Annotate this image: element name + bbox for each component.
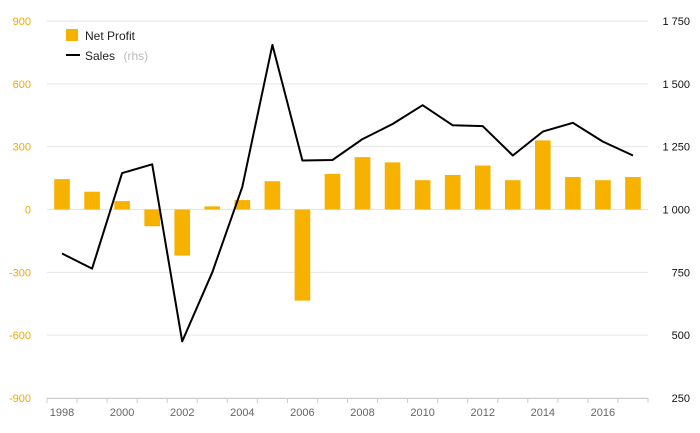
bar-net-profit-2016 bbox=[595, 180, 611, 210]
bar-net-profit-2007 bbox=[324, 173, 341, 210]
line-sales bbox=[61, 43, 634, 343]
left-axis-tick-label: -600 bbox=[9, 330, 31, 342]
left-axis-tick-label: 300 bbox=[13, 142, 31, 154]
bar-net-profit-2001 bbox=[144, 209, 160, 227]
right-axis-tick-label: 1 000 bbox=[662, 205, 690, 217]
left-axis-tick-label: -300 bbox=[9, 267, 31, 279]
right-axis-tick-label: 1 750 bbox=[662, 16, 690, 28]
x-axis-tick-label: 2016 bbox=[591, 407, 615, 419]
bar-net-profit-1999 bbox=[84, 191, 100, 210]
x-axis-tick-label: 2008 bbox=[350, 407, 374, 419]
axes: 900 600 300 0 -300 -600 -900 1 750 1 500 1 250 1 0… bbox=[9, 16, 690, 419]
legend-label-sales-text: Sales bbox=[85, 49, 115, 63]
right-axis-tick-label: 250 bbox=[672, 393, 690, 405]
x-axis-tick-label: 2010 bbox=[410, 407, 434, 419]
legend-swatch-net-profit bbox=[66, 29, 78, 41]
left-axis-tick-label: 600 bbox=[13, 79, 31, 91]
left-axis-tick-label: 900 bbox=[13, 16, 31, 28]
bar-net-profit-2000 bbox=[114, 201, 130, 210]
x-axis-tick-label: 2012 bbox=[470, 407, 494, 419]
bar-net-profit-2013 bbox=[504, 180, 521, 210]
x-axis-tick-label: 2000 bbox=[110, 407, 134, 419]
bar-net-profit-2017 bbox=[625, 177, 641, 210]
legend: Net Profit Sales (rhs) bbox=[66, 29, 148, 64]
bar-net-profit-2004 bbox=[234, 200, 251, 210]
legend-label-sales-rhs: (rhs) bbox=[123, 49, 148, 63]
legend-label-sales: Sales (rhs) bbox=[85, 47, 148, 64]
bar-net-profit-2012 bbox=[474, 165, 491, 210]
x-axis-tick-label: 1998 bbox=[50, 407, 74, 419]
bar-net-profit-2010 bbox=[414, 180, 431, 210]
bar-net-profit-2009 bbox=[384, 162, 401, 210]
right-axis-tick-label: 1 250 bbox=[662, 142, 690, 154]
bar-net-profit-1998 bbox=[54, 179, 70, 210]
right-axis-tick-label: 1 500 bbox=[662, 79, 690, 91]
line-series-sales bbox=[61, 43, 634, 343]
right-axis-tick-label: 500 bbox=[672, 330, 690, 342]
bar-series-net-profit bbox=[54, 140, 641, 301]
x-axis-tick-label: 2002 bbox=[170, 407, 194, 419]
bar-net-profit-2015 bbox=[565, 177, 581, 210]
left-axis-tick-label: -900 bbox=[9, 393, 31, 405]
x-axis-tick-label: 2006 bbox=[290, 407, 314, 419]
legend-label-net-profit: Net Profit bbox=[85, 29, 136, 43]
right-axis-tick-label: 750 bbox=[672, 267, 690, 279]
bar-net-profit-2002 bbox=[174, 209, 191, 256]
bar-net-profit-2011 bbox=[444, 174, 461, 210]
bar-net-profit-2003 bbox=[204, 206, 221, 210]
gridlines bbox=[47, 20, 648, 399]
bar-net-profit-2006 bbox=[294, 209, 311, 301]
bar-net-profit-2008 bbox=[354, 157, 371, 210]
bar-net-profit-2014 bbox=[535, 140, 551, 210]
left-axis-tick-label: 0 bbox=[25, 205, 31, 217]
x-axis-tick-label: 2014 bbox=[531, 407, 555, 419]
x-axis-tick-label: 2004 bbox=[230, 407, 254, 419]
bar-net-profit-2005 bbox=[264, 181, 281, 210]
